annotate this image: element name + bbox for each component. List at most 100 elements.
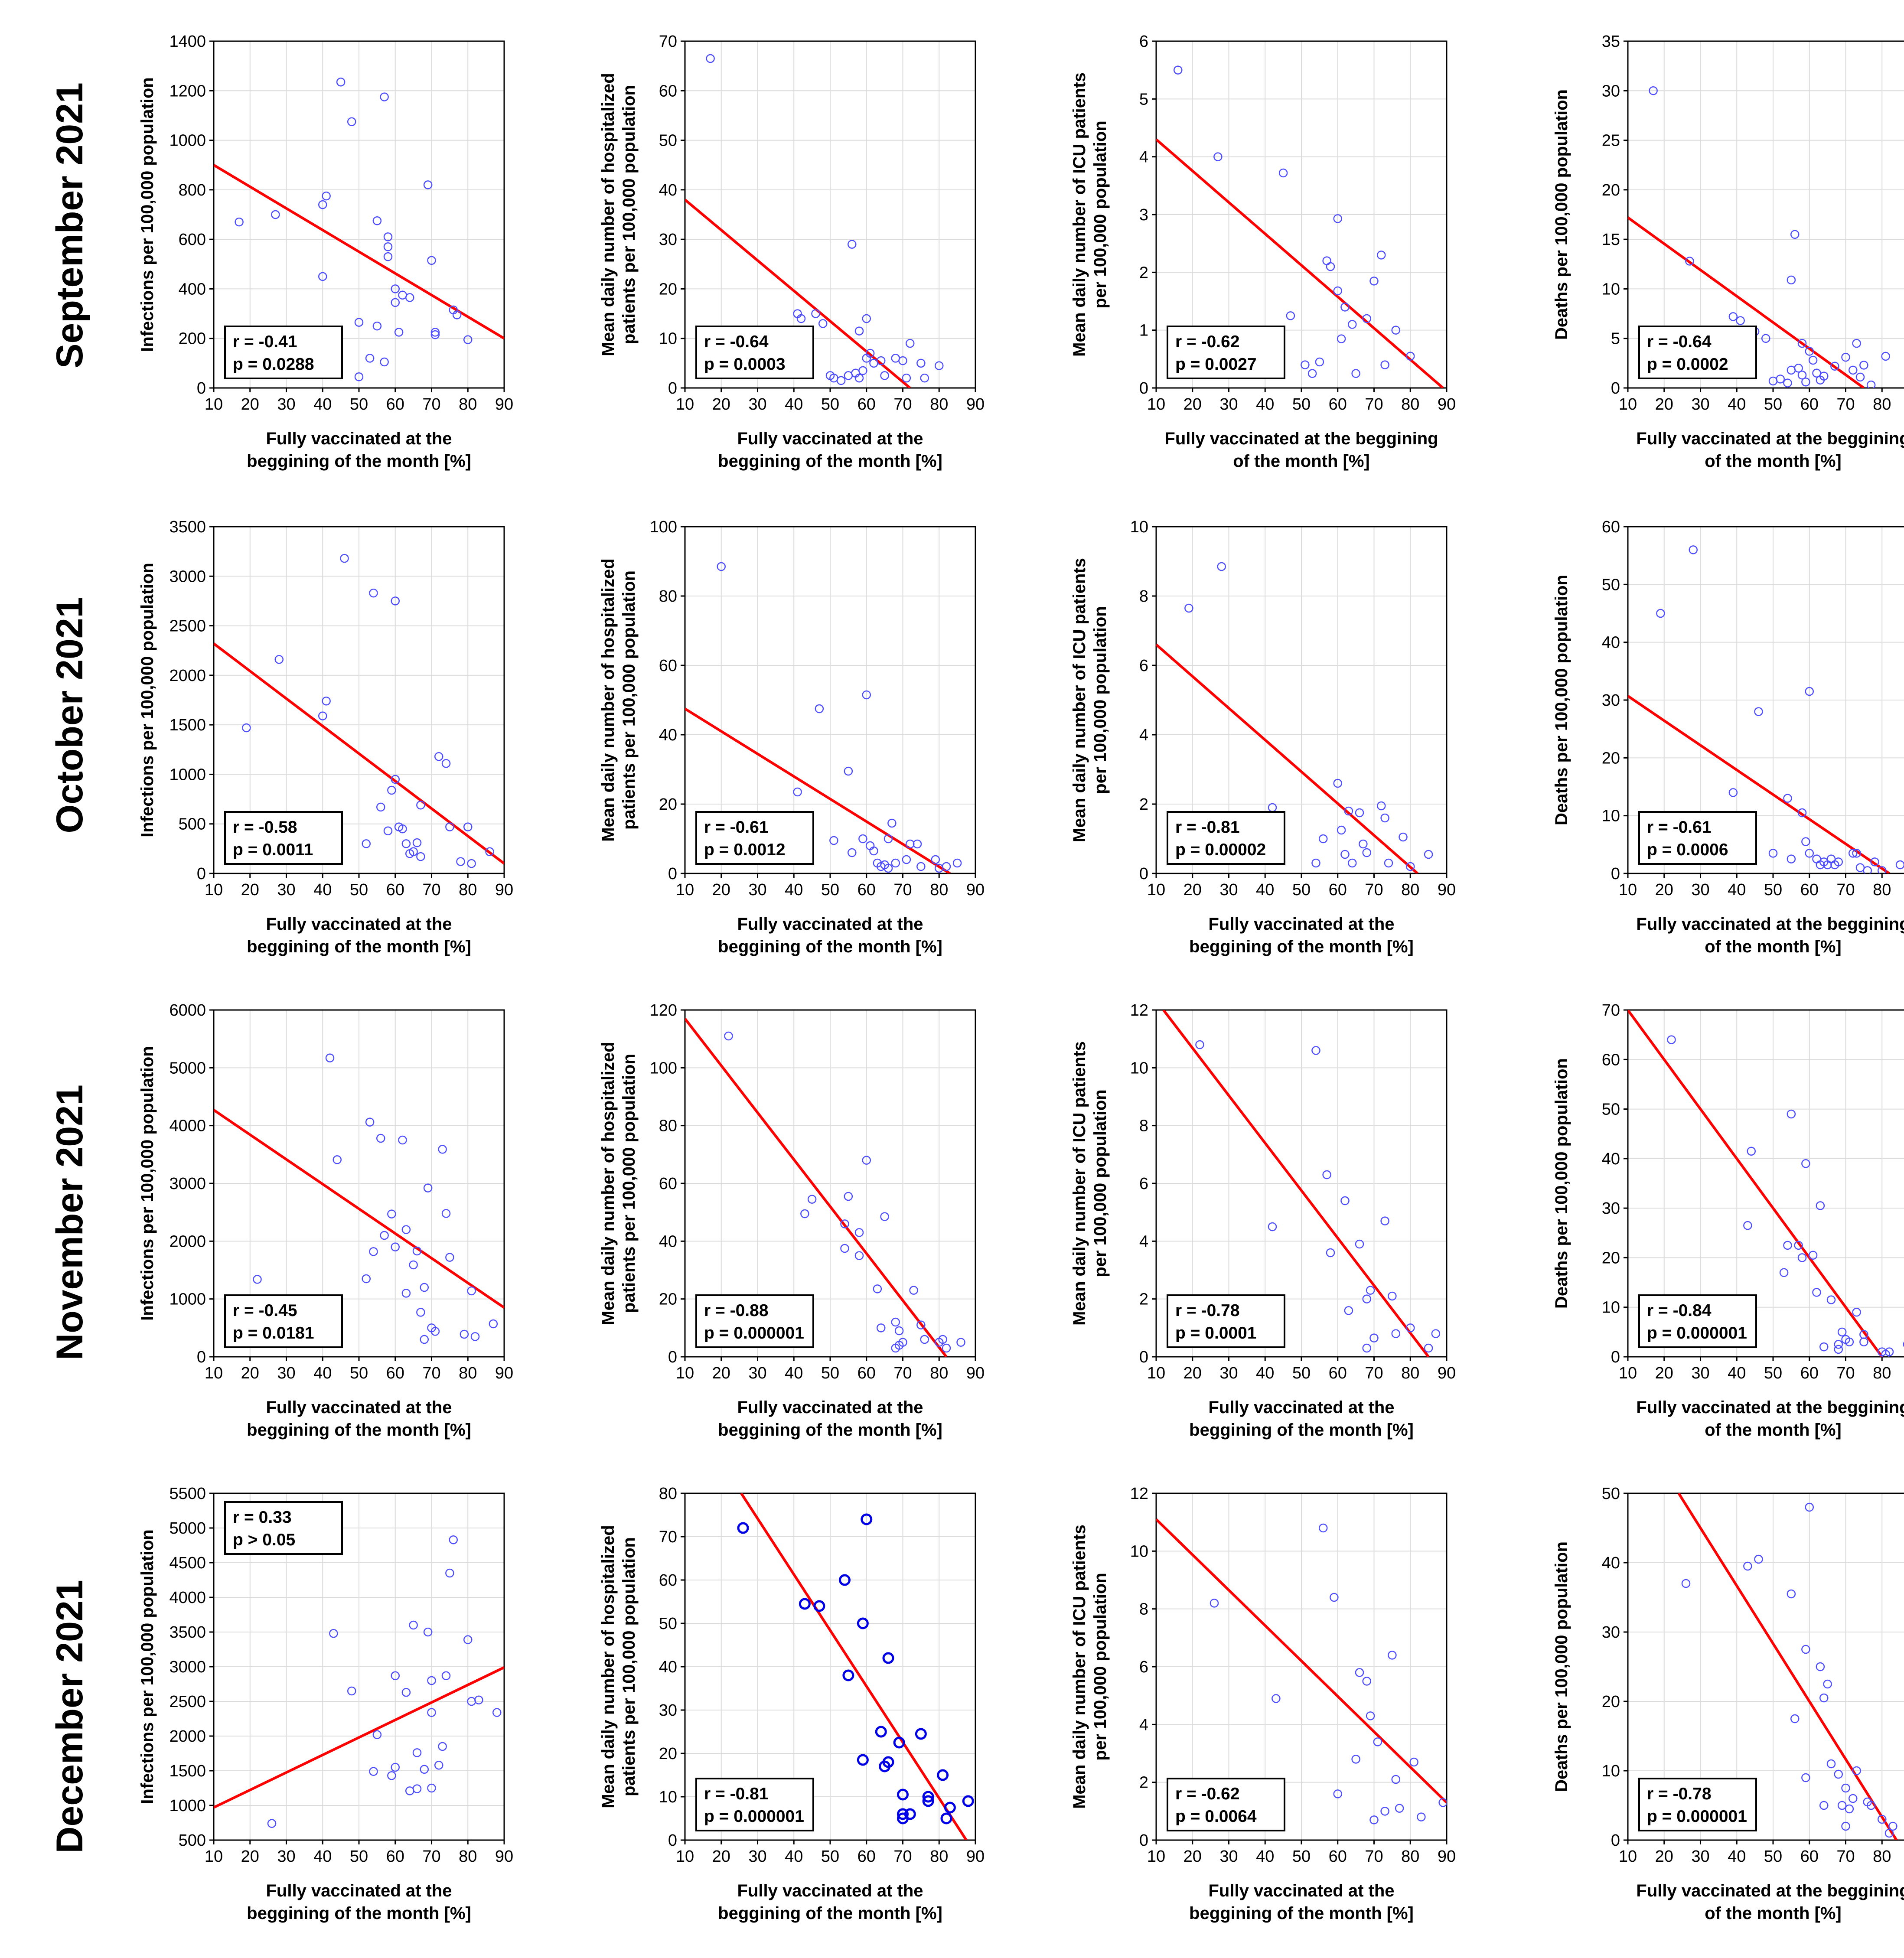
stats-box — [224, 326, 343, 379]
data-point — [391, 596, 400, 606]
data-point — [1728, 312, 1738, 321]
data-point — [1333, 1789, 1342, 1798]
data-point — [1322, 1170, 1331, 1179]
data-point — [1340, 850, 1350, 859]
data-point — [1866, 1801, 1876, 1810]
data-point — [1834, 1340, 1843, 1349]
data-layer — [214, 554, 504, 868]
y-tick-label: 20 — [1602, 181, 1620, 199]
data-layer — [1162, 1010, 1441, 1357]
data-point — [376, 1134, 385, 1143]
y-axis-label: Mean daily number of ICU patients — [1070, 1525, 1089, 1809]
x-tick-label: 50 — [821, 1847, 839, 1866]
y-tick-label: 1 — [1139, 322, 1148, 340]
data-point — [347, 1686, 356, 1696]
y-tick-label: 20 — [659, 1745, 677, 1763]
y-tick-label: 30 — [659, 231, 677, 249]
data-point — [1834, 1769, 1843, 1779]
data-point — [836, 376, 846, 385]
data-point — [322, 697, 331, 706]
data-point — [354, 318, 364, 327]
regression-line — [214, 164, 504, 340]
data-point — [1388, 1291, 1397, 1301]
y-tick-label: 50 — [659, 132, 677, 150]
data-point — [898, 356, 907, 365]
x-tick-label: 20 — [712, 1364, 730, 1382]
scatter-panel-10: 10 20 30 40 50 60 70 80 90 0 2 4 6 8 10 12 Mean daily nu… — [1070, 1001, 1456, 1440]
stats-box — [695, 1294, 814, 1348]
x-tick-label: 50 — [821, 1364, 839, 1382]
data-point — [1783, 378, 1792, 388]
data-point — [467, 1286, 476, 1296]
data-point — [1845, 1804, 1854, 1814]
x-tick-label: 60 — [1800, 881, 1819, 899]
stats-p-value: p = 0.0006 — [1647, 841, 1728, 859]
data-point — [416, 852, 425, 861]
data-layer — [1677, 1493, 1898, 1840]
row-label-november: November 2021 — [49, 1085, 91, 1360]
data-point — [470, 1332, 480, 1341]
stats-r-value: r = -0.81 — [1175, 818, 1240, 837]
x-axis-label: beggining of the month [%] — [718, 937, 942, 956]
data-point — [858, 834, 867, 844]
x-tick-label: 50 — [1292, 1847, 1311, 1866]
stats-box — [1167, 811, 1285, 865]
y-tick-label: 5 — [1139, 90, 1148, 108]
y-tick-label: 60 — [659, 82, 677, 100]
y-tick-label: 1000 — [169, 1797, 206, 1815]
data-point — [391, 1763, 400, 1772]
data-point — [1852, 1307, 1861, 1317]
x-tick-label: 50 — [1764, 395, 1782, 414]
x-tick-label: 60 — [1329, 395, 1347, 414]
data-layer — [685, 54, 944, 388]
scatter-panel-3: 10203040506070809005101520253035Deaths p… — [1552, 33, 1904, 471]
data-point — [1377, 251, 1386, 260]
y-tick-label: 10 — [1602, 1299, 1620, 1317]
x-tick-label: 30 — [748, 1847, 766, 1866]
y-tick-label: 0 — [1611, 1831, 1620, 1850]
x-tick-label: 90 — [1438, 1847, 1456, 1866]
stats-p-value: p = 0.000001 — [1647, 1807, 1747, 1826]
y-axis-label: Mean daily number of hospitalized — [599, 1525, 618, 1808]
x-tick-label: 20 — [241, 1847, 259, 1866]
x-tick-label: 50 — [1764, 881, 1782, 899]
data-point — [409, 1620, 418, 1630]
x-tick-label: 40 — [1728, 1364, 1746, 1382]
y-tick-label: 6000 — [169, 1001, 206, 1020]
data-point — [380, 1231, 389, 1240]
data-point — [235, 217, 244, 227]
stats-r-value: r = -0.61 — [1647, 818, 1712, 837]
data-point — [1761, 334, 1770, 343]
data-point — [380, 92, 389, 101]
y-tick-label: 3500 — [169, 518, 206, 536]
data-point — [1344, 806, 1353, 816]
data-point — [1685, 257, 1694, 266]
data-point — [1837, 1327, 1847, 1337]
data-point — [401, 1688, 411, 1697]
data-point — [848, 240, 857, 249]
x-tick-label: 90 — [495, 395, 513, 414]
y-axis-label: patients per 100,000 population — [619, 85, 639, 344]
x-tick-label: 70 — [1836, 1364, 1855, 1382]
data-point — [427, 1708, 436, 1717]
x-tick-label: 60 — [857, 1847, 876, 1866]
y-tick-label: 3 — [1139, 206, 1148, 224]
data-point — [1845, 1337, 1854, 1346]
data-point — [1801, 1159, 1810, 1168]
data-point — [387, 785, 396, 795]
data-point — [1852, 339, 1861, 348]
y-axis-label: per 100,000 population — [1091, 1089, 1110, 1277]
data-point — [372, 216, 382, 225]
x-tick-label: 20 — [1183, 1364, 1202, 1382]
scatter-panel-11: 102030405060708090010203040506070Deaths … — [1552, 1001, 1904, 1440]
y-tick-label: 40 — [1602, 1150, 1620, 1168]
data-point — [882, 1652, 894, 1664]
stats-r-value: r = -0.78 — [1647, 1785, 1712, 1803]
data-point — [1210, 1599, 1219, 1608]
stats-p-value: p = 0.00002 — [1175, 841, 1266, 859]
data-point — [1184, 603, 1193, 613]
data-point — [1377, 801, 1386, 811]
x-tick-label: 50 — [1764, 1364, 1782, 1382]
data-point — [724, 1031, 733, 1041]
row-labels: September 2021 October 2021 November 202… — [49, 82, 91, 1853]
